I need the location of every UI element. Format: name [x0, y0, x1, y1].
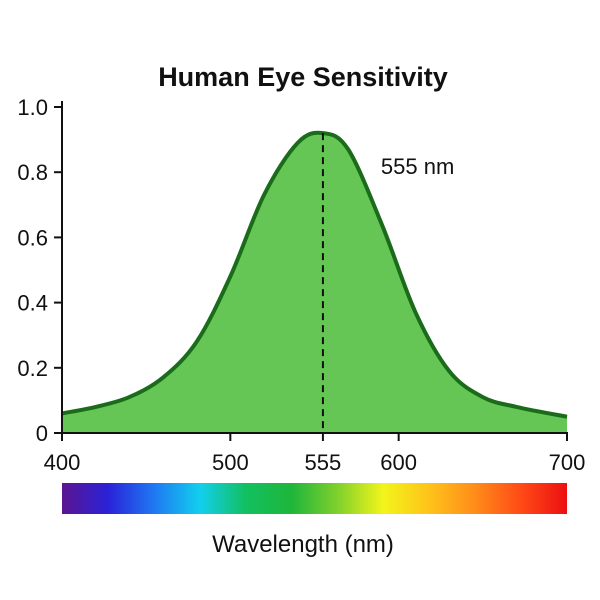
- y-axis: 0 0.2 0.4 0.6 0.8 1.0: [17, 95, 63, 446]
- sensitivity-curve: [61, 130, 568, 419]
- y-tick-label: 0: [36, 421, 48, 446]
- x-tick-label: 400: [44, 450, 81, 475]
- y-tick-label: 1.0: [17, 95, 48, 120]
- peak-label: 555 nm: [381, 154, 454, 179]
- spectrum-bar: [62, 483, 567, 514]
- x-axis: 400 500 555 600 700: [44, 432, 586, 475]
- y-tick-label: 0.4: [17, 291, 48, 316]
- y-tick-label: 0.6: [17, 225, 48, 250]
- chart-title: Human Eye Sensitivity: [158, 62, 448, 92]
- sensitivity-area: [62, 132, 567, 433]
- plot-area: 555 nm: [61, 130, 568, 433]
- x-tick-label: 555: [305, 450, 342, 475]
- x-tick-label: 700: [549, 450, 586, 475]
- x-axis-label: Wavelength (nm): [212, 531, 394, 558]
- x-tick-label: 500: [212, 450, 249, 475]
- y-tick-label: 0.2: [17, 356, 48, 381]
- x-tick-label: 600: [380, 450, 417, 475]
- y-tick-label: 0.8: [17, 160, 48, 185]
